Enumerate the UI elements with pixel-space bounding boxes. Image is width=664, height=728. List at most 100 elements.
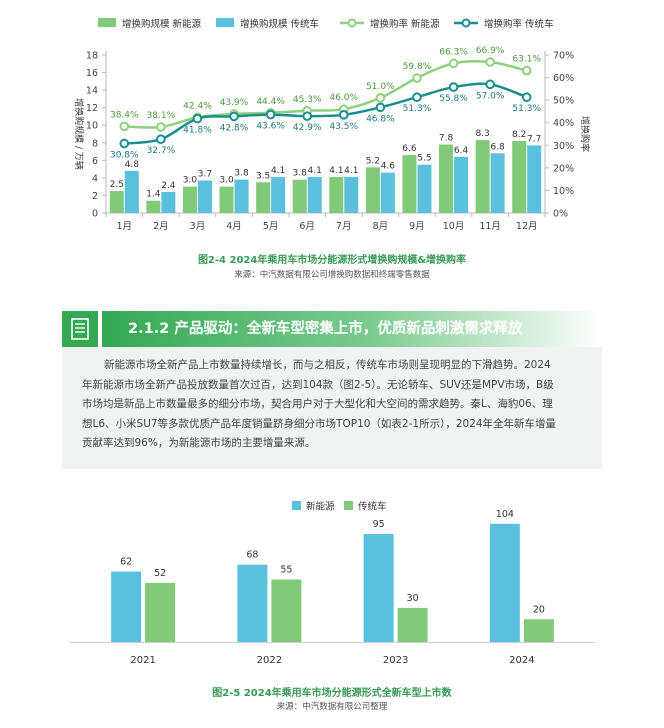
rate-point bbox=[412, 92, 422, 103]
y2-tick-label: 70% bbox=[553, 51, 574, 62]
bar-value-label: 55 bbox=[280, 565, 292, 576]
bar-value-label: 30 bbox=[407, 593, 419, 604]
legend-swatch bbox=[344, 501, 353, 510]
rate-point bbox=[448, 82, 459, 92]
legend-label: 新能源 bbox=[306, 501, 335, 513]
bar-value-label: 7.8 bbox=[439, 134, 454, 144]
x-tick-label: 2023 bbox=[383, 655, 408, 666]
legend-label: 增换购规模 传统车 bbox=[240, 18, 319, 30]
y-tick-label: 10 bbox=[86, 121, 98, 132]
section-paragraph: 新能源市场全新产品上市数量持续增长，而与之相反，传统车市场则呈现明显的下滑趋势。… bbox=[82, 356, 590, 454]
x-tick-label: 8月 bbox=[373, 221, 389, 232]
bar bbox=[219, 186, 234, 213]
bar bbox=[523, 619, 554, 642]
y2-tick-label: 30% bbox=[553, 141, 574, 152]
bar-value-label: 3.8 bbox=[293, 169, 308, 179]
rate-label: 46.8% bbox=[366, 114, 395, 124]
rate-label: 38.4% bbox=[110, 110, 139, 120]
legend-label: 增换购率 新能源 bbox=[370, 18, 440, 30]
paragraph-line: 新能源市场全新产品上市数量持续增长，而与之相反，传统车市场则呈现明显的下滑趋势。… bbox=[104, 359, 551, 371]
rate-point bbox=[338, 110, 349, 120]
bar bbox=[182, 186, 197, 213]
bar bbox=[475, 140, 490, 213]
bar-value-label: 6.8 bbox=[490, 142, 505, 152]
bar-value-label: 52 bbox=[154, 568, 166, 579]
legend-label: 增换购率 传统车 bbox=[484, 18, 554, 30]
bar-value-label: 7.7 bbox=[527, 134, 541, 144]
bar bbox=[365, 167, 380, 213]
rate-label: 43.5% bbox=[329, 122, 358, 132]
bar bbox=[363, 534, 394, 642]
bar-value-label: 3.0 bbox=[183, 176, 198, 186]
x-tick-label: 7月 bbox=[336, 221, 352, 232]
x-tick-label: 4月 bbox=[226, 221, 242, 232]
rate-label: 44.4% bbox=[256, 97, 285, 107]
y-tick-label: 14 bbox=[86, 86, 98, 97]
y-tick-label: 12 bbox=[86, 103, 98, 114]
rate-point bbox=[448, 58, 459, 69]
rate-label: 63.1% bbox=[512, 55, 541, 65]
rate-label: 66.3% bbox=[439, 47, 468, 57]
bar bbox=[490, 153, 505, 213]
bar bbox=[439, 144, 454, 213]
rate-point bbox=[375, 93, 386, 103]
rate-point bbox=[302, 111, 313, 121]
x-tick-label: 2022 bbox=[257, 655, 282, 666]
rate-point bbox=[412, 73, 422, 83]
rate-point bbox=[485, 57, 495, 67]
rate-point bbox=[375, 102, 386, 113]
bar-value-label: 68 bbox=[246, 550, 258, 561]
rate-label: 43.6% bbox=[256, 122, 285, 132]
document-icon bbox=[62, 311, 98, 347]
bar bbox=[527, 145, 542, 213]
bar-value-label: 4.1 bbox=[344, 166, 358, 176]
x-tick-label: 10月 bbox=[443, 221, 465, 232]
rate-label: 42.8% bbox=[220, 123, 249, 133]
rate-label: 38.1% bbox=[147, 111, 176, 121]
section-title: 2.1.2 产品驱动：全新车型密集上市，优质新品刺激需求释放 bbox=[128, 321, 523, 337]
y-tick-label: 8 bbox=[92, 138, 98, 149]
legend-marker bbox=[461, 18, 471, 28]
x-tick-label: 9月 bbox=[409, 221, 425, 232]
bar bbox=[161, 191, 176, 213]
bar bbox=[454, 156, 469, 213]
bar bbox=[234, 179, 249, 213]
bar bbox=[512, 141, 527, 213]
legend-swatch bbox=[98, 18, 116, 27]
rate-point bbox=[119, 138, 130, 149]
bar-value-label: 95 bbox=[373, 519, 385, 530]
bar bbox=[109, 191, 124, 213]
legend-label: 增换购规模 新能源 bbox=[122, 18, 202, 30]
bar-value-label: 8.3 bbox=[475, 129, 489, 139]
bar-value-label: 2.4 bbox=[161, 181, 176, 191]
y-tick-label: 6 bbox=[92, 156, 98, 167]
figure-2-4-caption: 图2-4 2024年乘用车市场分能源形式增换购规模&增换购率 bbox=[197, 255, 467, 266]
y-tick-label: 2 bbox=[92, 191, 98, 202]
section-title-bar bbox=[102, 311, 602, 347]
new-model-launch-chart: 新能源 传统车 62 52 68 55 95 30 104 20 2021 2022 2023 202… bbox=[70, 501, 595, 666]
bar-value-label: 4.1 bbox=[329, 166, 343, 176]
bar bbox=[237, 564, 268, 642]
bar bbox=[344, 177, 359, 213]
y2-tick-label: 10% bbox=[553, 186, 574, 197]
rate-label: 51.3% bbox=[403, 104, 432, 114]
paragraph-line: 贡献率达到96%，为新能源市场的主要增量来源。 bbox=[82, 437, 316, 449]
bar-value-label: 3.8 bbox=[234, 169, 249, 179]
rate-label: 32.7% bbox=[147, 146, 176, 156]
figure-2-5-source: 来源：中汽数据有限公司整理 bbox=[276, 702, 388, 712]
bar-value-label: 4.1 bbox=[271, 166, 285, 176]
bar-value-label: 6.6 bbox=[402, 144, 417, 154]
legend-marker bbox=[347, 18, 357, 28]
renewal-scale-rate-chart: 增换购规模 新能源 增换购规模 传统车 增换购率 新能源 增换购率 传统车 0 2 4 6 8… bbox=[73, 18, 591, 232]
x-tick-label: 11月 bbox=[479, 221, 501, 232]
bar bbox=[402, 155, 417, 213]
bar-value-label: 5.2 bbox=[366, 156, 380, 166]
bar-value-label: 4.1 bbox=[308, 166, 322, 176]
rate-point bbox=[521, 92, 532, 103]
y2-tick-label: 0% bbox=[553, 209, 568, 220]
rate-label: 57.0% bbox=[476, 91, 505, 101]
paragraph-line: 想L6、小米SU7等多款优质产品年度销量跻身细分市场TOP10（如表2-1所示）… bbox=[82, 417, 557, 430]
bar bbox=[271, 579, 302, 642]
y2-tick-label: 50% bbox=[553, 96, 574, 107]
x-tick-label: 6月 bbox=[299, 221, 315, 232]
